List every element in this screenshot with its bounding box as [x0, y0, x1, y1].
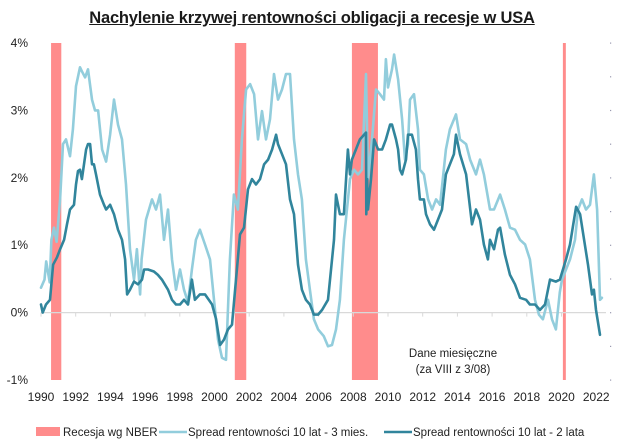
x-tick-label: 2022 — [583, 390, 610, 404]
right-tick-dot — [610, 379, 612, 381]
series-line-spread-10y-2y — [39, 123, 602, 347]
y-tick-label: -1% — [7, 373, 29, 387]
right-tick-dot — [610, 42, 612, 44]
x-tick-label: 2008 — [340, 390, 367, 404]
recession-band-1 — [51, 43, 62, 380]
y-tick-label: 2% — [11, 171, 29, 185]
x-tick-label: 1996 — [132, 390, 159, 404]
x-axis-tick-labels: 1990 1992 1994 1996 1998 2000 2002 2004 2006 2008… — [28, 390, 610, 404]
right-axis-tick-dots — [610, 42, 612, 381]
recession-band-4 — [562, 43, 566, 380]
y-tick-label: 3% — [11, 103, 29, 117]
right-tick-dot — [610, 143, 612, 145]
right-tick-dot — [610, 109, 612, 112]
legend-item-spread-10y-2y: Spread rentowności 10 lat - 2 lata — [384, 427, 585, 439]
x-tick-label: 2006 — [305, 390, 332, 404]
right-tick-dot — [610, 211, 612, 213]
chart-title: Nachylenie krzywej rentowności obligacji… — [89, 9, 535, 27]
x-tick-label: 1992 — [62, 390, 89, 404]
y-axis-tick-labels: 4% 3% 2% 1% 0% -1% — [7, 36, 29, 387]
x-tick-label: 1994 — [97, 390, 124, 404]
recession-bands — [51, 43, 566, 380]
x-tick-label: 2000 — [201, 390, 228, 404]
legend-label-recession: Recesja wg NBER — [63, 427, 158, 439]
right-tick-dot — [610, 177, 612, 179]
right-tick-dot — [610, 278, 612, 280]
x-tick-label: 1990 — [28, 390, 55, 404]
right-tick-dot — [610, 76, 612, 78]
legend-item-spread-10y-3m: Spread rentowności 10 lat - 3 mies. — [159, 427, 368, 439]
x-tick-label: 2004 — [271, 390, 298, 404]
x-tick-label: 1998 — [166, 390, 193, 404]
y-tick-label: 1% — [11, 238, 29, 252]
annotation-line-2: (za VIII z 3/08) — [416, 364, 491, 376]
y-tick-label: 0% — [11, 306, 29, 320]
legend-item-recession: Recesja wg NBER — [36, 427, 158, 439]
right-tick-dot — [610, 345, 612, 347]
right-tick-dot — [610, 312, 612, 314]
recession-band-2 — [234, 43, 247, 380]
annotation-line-1: Dane miesięczne — [409, 348, 497, 360]
series-lines — [39, 53, 604, 362]
legend-label-spread-10y-2y: Spread rentowności 10 lat - 2 lata — [413, 427, 585, 439]
x-tick-label: 2012 — [409, 390, 436, 404]
legend-swatch-recession — [36, 427, 60, 436]
x-tick-label: 2010 — [375, 390, 402, 404]
series-line-spread-10y-3m — [39, 53, 604, 362]
x-tick-label: 2020 — [548, 390, 575, 404]
legend: Recesja wg NBER Spread rentowności 10 la… — [36, 427, 585, 439]
x-tick-label: 2016 — [479, 390, 506, 404]
x-tick-label: 2002 — [236, 390, 263, 404]
x-tick-label: 2014 — [444, 390, 471, 404]
y-tick-label: 4% — [11, 36, 29, 50]
right-tick-dot — [610, 244, 612, 246]
legend-label-spread-10y-3m: Spread rentowności 10 lat - 3 mies. — [188, 427, 368, 439]
x-tick-label: 2018 — [513, 390, 540, 404]
